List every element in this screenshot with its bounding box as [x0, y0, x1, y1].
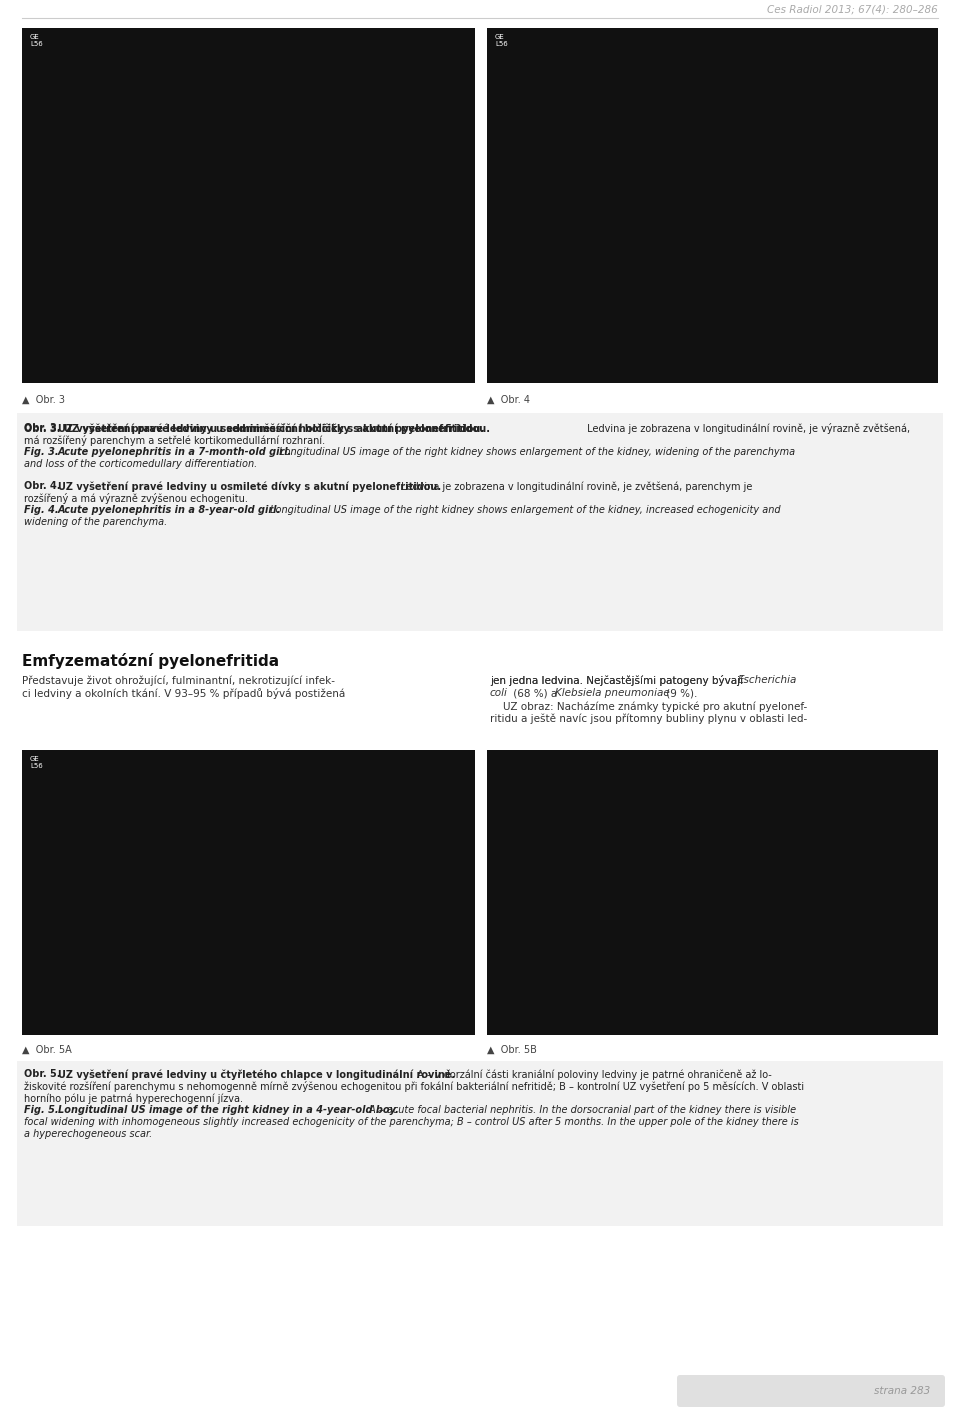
Text: Escherichia: Escherichia: [738, 675, 798, 685]
Text: GE
L56: GE L56: [495, 34, 508, 47]
Text: ▲  Obr. 3: ▲ Obr. 3: [22, 395, 65, 405]
Text: Klebsiela pneumoniae: Klebsiela pneumoniae: [555, 688, 670, 698]
Text: coli: coli: [490, 688, 508, 698]
Text: widening of the parenchyma.: widening of the parenchyma.: [24, 517, 167, 527]
Text: and loss of the corticomedullary differentiation.: and loss of the corticomedullary differe…: [24, 459, 257, 469]
Text: Obr. 3. UZ vyšetření pravé ledviny u sedmiměsíční holčičky s akutní pyelonefriti: Obr. 3. UZ vyšetření pravé ledviny u sed…: [24, 424, 490, 433]
Text: Obr. 3.: Obr. 3.: [24, 424, 64, 433]
FancyBboxPatch shape: [677, 1375, 945, 1406]
Text: Představuje život ohrožující, fulminantní, nekrotizující infek-: Představuje život ohrožující, fulminantn…: [22, 675, 335, 685]
Text: ritidu a ještě navíc jsou přítomny bubliny plynu v oblasti led-: ritidu a ještě navíc jsou přítomny bubli…: [490, 714, 807, 724]
Text: ▲  Obr. 5A: ▲ Obr. 5A: [22, 1045, 72, 1055]
Text: focal widening with inhomogeneous slightly increased echogenicity of the parench: focal widening with inhomogeneous slight…: [24, 1117, 799, 1127]
Text: Ces Radiol 2013; 67(4): 280–286: Ces Radiol 2013; 67(4): 280–286: [767, 4, 938, 14]
Text: (9 %).: (9 %).: [663, 688, 697, 698]
Text: rozšířený a má výrazně zvýšenou echogenitu.: rozšířený a má výrazně zvýšenou echogeni…: [24, 493, 248, 504]
Text: Longitudinal US image of the right kidney shows enlargement of the kidney, widen: Longitudinal US image of the right kidne…: [276, 448, 795, 457]
Text: Fig. 3.: Fig. 3.: [24, 448, 62, 457]
Text: UZ obraz: Nacházíme známky typické pro akutní pyelonef-: UZ obraz: Nacházíme známky typické pro a…: [490, 700, 807, 712]
Text: GE
L56: GE L56: [30, 755, 43, 770]
Text: Acute pyelonephritis in a 7-month-old girl.: Acute pyelonephritis in a 7-month-old gi…: [58, 448, 293, 457]
Text: Longitudinal US image of the right kidney shows enlargement of the kidney, incre: Longitudinal US image of the right kidne…: [267, 505, 780, 515]
Bar: [22, 750, 475, 1035]
Text: Obr. 5.: Obr. 5.: [24, 1069, 64, 1079]
Text: ▲  Obr. 4: ▲ Obr. 4: [487, 395, 530, 405]
Text: Obr. 4.: Obr. 4.: [24, 481, 64, 491]
Text: UZ vyšetření pravé ledviny u čtyřletého chlapce v longitudinální rovině.: UZ vyšetření pravé ledviny u čtyřletého …: [58, 1069, 455, 1080]
Text: Ledvina je zobrazena v longitudinální rovině, je zvětšená, parenchym je: Ledvina je zobrazena v longitudinální ro…: [398, 481, 753, 491]
Text: (68 %) a: (68 %) a: [510, 688, 561, 698]
Text: ▲  Obr. 5B: ▲ Obr. 5B: [487, 1045, 537, 1055]
Text: Fig. 5.: Fig. 5.: [24, 1106, 62, 1115]
Text: Fig. 4.: Fig. 4.: [24, 505, 62, 515]
Text: Acute pyelonephritis in a 8-year-old girl.: Acute pyelonephritis in a 8-year-old gir…: [58, 505, 281, 515]
Text: žiskovité rozšíření parenchymu s nehomogenně mírně zvýšenou echogenitou při foká: žiskovité rozšíření parenchymu s nehomog…: [24, 1082, 804, 1091]
Text: a hyperechogeneous scar.: a hyperechogeneous scar.: [24, 1130, 153, 1139]
Text: jen jedna ledvina. Nejčastějšími patogeny bývají: jen jedna ledvina. Nejčastějšími patogen…: [490, 675, 746, 686]
Text: GE
L56: GE L56: [30, 34, 43, 47]
Text: horního pólu je patrná hyperechogenní jízva.: horního pólu je patrná hyperechogenní jí…: [24, 1093, 243, 1104]
Bar: [17, 412, 943, 631]
Text: Emfyzematózní pyelonefritida: Emfyzematózní pyelonefritida: [22, 652, 279, 669]
Bar: [22, 28, 475, 383]
Text: jen jedna ledvina. Nejčastějšími patogeny bývají: jen jedna ledvina. Nejčastějšími patogen…: [490, 675, 746, 686]
Bar: [487, 28, 938, 383]
Text: UZ vyšetření pravé ledviny u sedmiměsíční holčičky s akutní pyelonefritidou.: UZ vyšetření pravé ledviny u sedmiměsíčn…: [58, 424, 484, 433]
Text: UZ vyšetření pravé ledviny u osmileté dívky s akutní pyelonefritidou.: UZ vyšetření pravé ledviny u osmileté dí…: [58, 481, 442, 491]
Text: Longitudinal US image of the right kidney in a 4-year-old boy.: Longitudinal US image of the right kidne…: [58, 1106, 398, 1115]
Text: Ledvina je zobrazena v longitudinální rovině, je výrazně zvětšená,: Ledvina je zobrazena v longitudinální ro…: [584, 424, 910, 433]
Bar: [487, 750, 938, 1035]
Text: strana 283: strana 283: [874, 1387, 930, 1396]
Text: má rozšířený parenchym a setřelé kortikomedullární rozhraní.: má rozšířený parenchym a setřelé kortiko…: [24, 435, 325, 446]
Text: A – v dorzální části kraniální poloviny ledviny je patrné ohraničeně až lo-: A – v dorzální části kraniální poloviny …: [414, 1069, 772, 1080]
Text: A – acute focal bacterial nephritis. In the dorsocranial part of the kidney ther: A – acute focal bacterial nephritis. In …: [366, 1106, 796, 1115]
Bar: [17, 1060, 943, 1226]
Text: ci ledviny a okolních tkání. V 93–95 % případů bývá postižená: ci ledviny a okolních tkání. V 93–95 % p…: [22, 688, 346, 699]
